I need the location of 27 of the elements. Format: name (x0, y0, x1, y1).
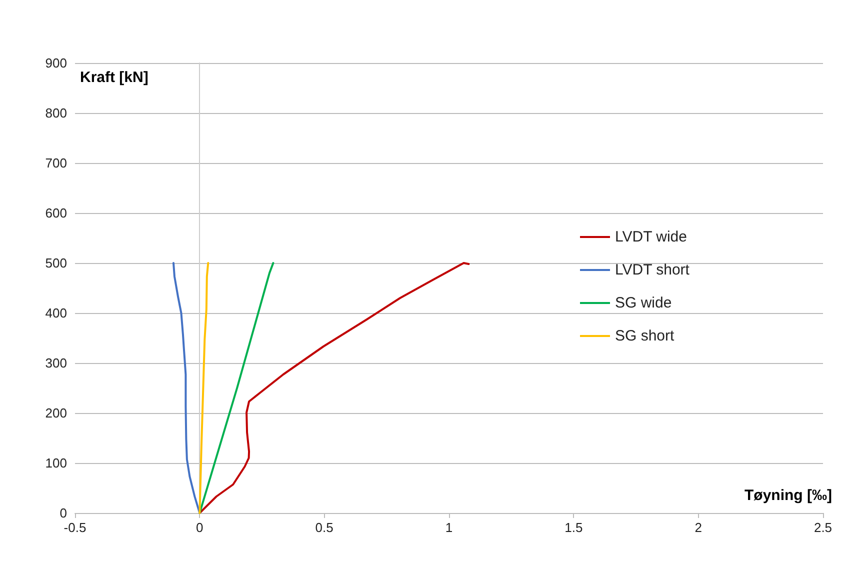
x-axis-title: Tøyning [‰] (744, 487, 832, 504)
legend-label: SG short (615, 328, 676, 344)
line-series (198, 262, 274, 514)
y-tick-label: 100 (45, 456, 67, 470)
y-tick-label: 300 (45, 356, 67, 370)
x-tick-label: 2.5 (814, 520, 832, 535)
y-tick-label: 700 (45, 156, 67, 170)
legend-label: SG wide (615, 294, 672, 312)
line-series (198, 262, 470, 514)
y-tick-label: 400 (45, 306, 67, 320)
line-series (198, 262, 210, 514)
x-tick-label: 2 (694, 520, 702, 535)
x-tick-label: 0 (196, 520, 204, 535)
legend-label: LVDT short (615, 262, 690, 278)
y-axis-title: Kraft [kN] (80, 69, 148, 86)
y-tick-label: 600 (45, 206, 67, 220)
x-tick-label: -0.5 (64, 520, 86, 535)
line-series (172, 262, 201, 514)
x-tick-label: 1 (445, 520, 453, 535)
y-tick-label: 900 (45, 56, 67, 70)
y-tick-label: 500 (45, 256, 67, 270)
legend-label: LVDT wide (615, 228, 687, 246)
y-tick-label: 200 (45, 406, 67, 420)
x-tick-label: 0.5 (315, 520, 334, 535)
y-tick-label: 800 (45, 106, 67, 120)
x-tick-label: 1.5 (564, 520, 583, 535)
y-tick-label: 0 (60, 506, 67, 520)
